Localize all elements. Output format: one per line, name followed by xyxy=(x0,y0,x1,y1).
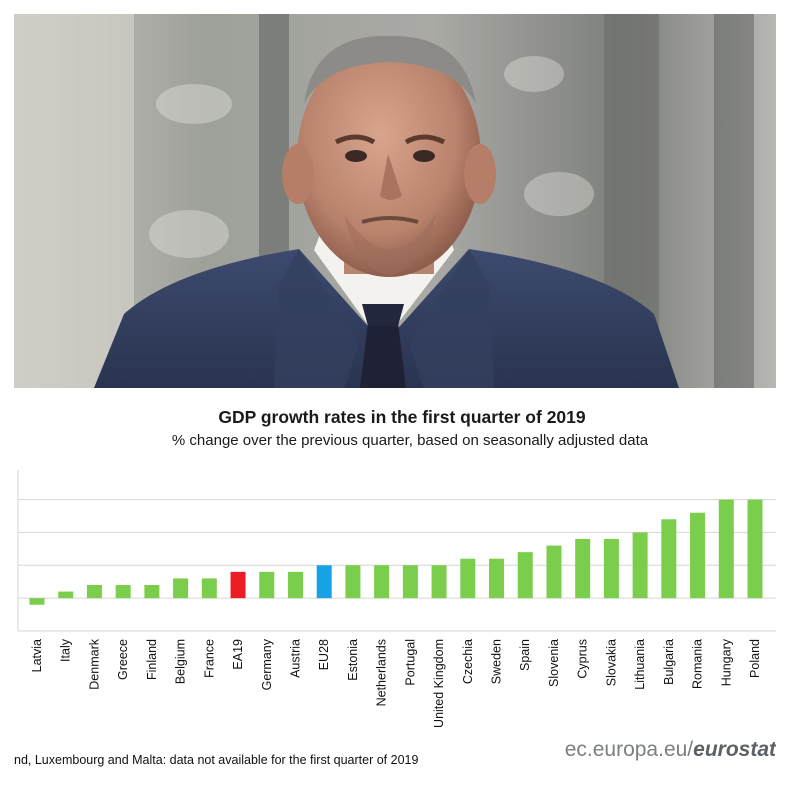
bar-czechia xyxy=(460,558,476,599)
category-label: Estonia xyxy=(346,639,360,681)
footnote: nd, Luxembourg and Malta: data not avail… xyxy=(14,753,418,767)
category-label: EA19 xyxy=(231,639,245,670)
gridlines xyxy=(17,470,776,632)
category-label: Poland xyxy=(748,639,762,678)
category-label: Czechia xyxy=(461,639,475,684)
category-label: Sweden xyxy=(490,639,504,684)
category-label: United Kingdom xyxy=(432,639,446,728)
category-label: Cyprus xyxy=(576,639,590,679)
category-label: France xyxy=(202,639,216,678)
bar-hungary xyxy=(718,499,734,599)
category-label: Bulgaria xyxy=(662,639,676,685)
bars xyxy=(29,499,763,605)
category-label: Lithuania xyxy=(633,639,647,690)
category-label: Italy xyxy=(59,638,73,662)
bar-netherlands xyxy=(374,565,390,599)
gdp-chart: GDP growth rates in the first quarter of… xyxy=(14,398,776,778)
bar-greece xyxy=(115,585,131,599)
category-label: Slovenia xyxy=(547,639,561,687)
category-label: Finland xyxy=(145,639,159,680)
bar-sweden xyxy=(489,558,505,599)
bar-united-kingdom xyxy=(431,565,447,599)
eurostat-logo: ec.europa.eu/eurostat xyxy=(565,738,776,761)
bar-spain xyxy=(517,552,533,599)
chart-canvas: GDP growth rates in the first quarter of… xyxy=(14,407,776,767)
bar-lithuania xyxy=(632,532,648,599)
necktie xyxy=(360,314,406,388)
category-label: Portugal xyxy=(403,639,417,686)
category-label: Austria xyxy=(288,639,302,678)
bar-bulgaria xyxy=(661,519,677,599)
category-label: Hungary xyxy=(719,638,733,686)
bar-eu28 xyxy=(316,565,332,599)
category-label: Greece xyxy=(116,639,130,680)
bar-romania xyxy=(690,512,706,599)
category-label: Belgium xyxy=(174,639,188,684)
bar-italy xyxy=(58,591,74,599)
source-brand: eurostat xyxy=(693,738,776,761)
bar-austria xyxy=(287,571,303,599)
bar-ea19 xyxy=(230,571,246,599)
bar-france xyxy=(201,578,217,599)
bar-estonia xyxy=(345,565,361,599)
category-label: Romania xyxy=(691,639,705,689)
bar-portugal xyxy=(402,565,418,599)
category-label: EU28 xyxy=(317,639,331,670)
category-label: Slovakia xyxy=(604,639,618,686)
portrait-photo xyxy=(14,14,776,388)
bar-belgium xyxy=(173,578,189,599)
bar-slovenia xyxy=(546,545,562,599)
chart-subtitle: % change over the previous quarter, base… xyxy=(172,432,649,449)
hair xyxy=(304,35,476,104)
category-labels: Latvia Italy Denmark Greece Finland Belgium Fr… xyxy=(30,638,762,728)
category-label: Netherlands xyxy=(375,639,389,706)
category-label: Latvia xyxy=(30,639,44,672)
portrait-illustration xyxy=(14,14,776,388)
bar-slovakia xyxy=(603,539,619,599)
bar-germany xyxy=(259,571,275,599)
category-label: Spain xyxy=(518,639,532,671)
category-label: Germany xyxy=(260,638,274,690)
source-domain: ec.europa.eu/ xyxy=(565,738,694,761)
suit xyxy=(94,249,679,388)
bar-poland xyxy=(747,499,763,599)
bar-latvia xyxy=(29,598,45,605)
category-label: Denmark xyxy=(87,638,101,689)
bar-finland xyxy=(144,585,160,599)
bar-denmark xyxy=(86,585,102,599)
chart-title: GDP growth rates in the first quarter of… xyxy=(218,407,586,427)
bar-cyprus xyxy=(575,539,591,599)
